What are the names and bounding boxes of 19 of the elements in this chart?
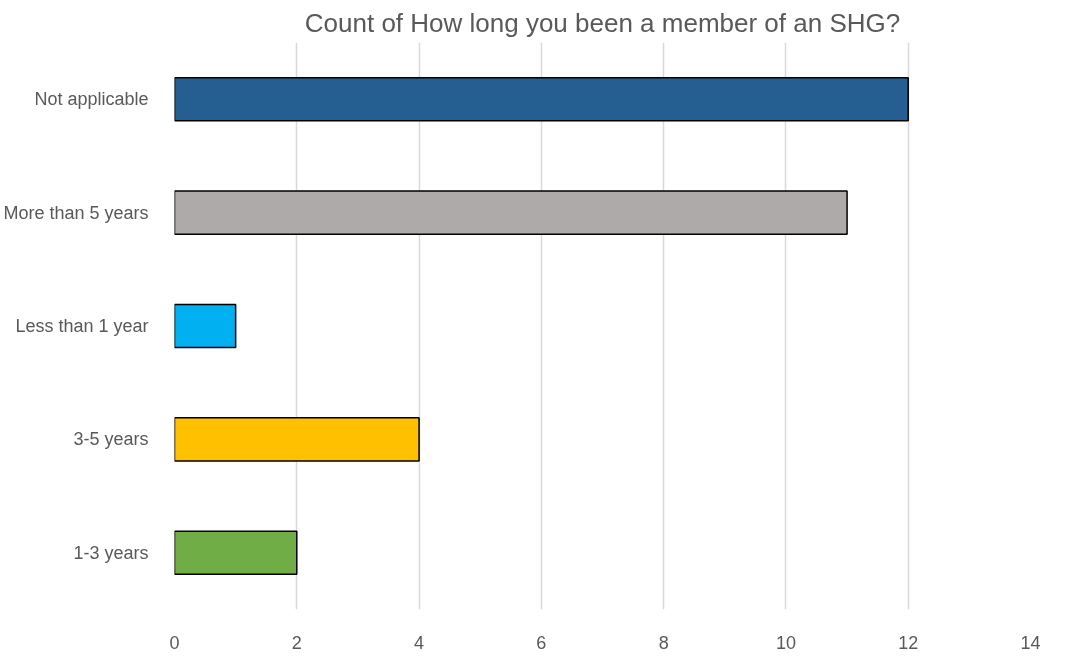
x-tick-label: 14 [1020,632,1041,653]
x-tick-label: 8 [658,632,669,653]
y-tick-label: 3-5 years [73,429,149,450]
x-tick-label: 2 [291,632,302,653]
x-tick-label: 6 [536,632,547,653]
y-tick-label: Not applicable [34,89,149,110]
x-tick-label: 12 [898,632,919,653]
y-tick-label: 1-3 years [73,542,149,563]
bar [174,530,298,576]
x-tick-label: 10 [775,632,796,653]
x-tick-label: 4 [414,632,425,653]
x-tick-label: 0 [169,632,180,653]
bar [174,76,909,122]
y-tick-label: More than 5 years [3,202,149,223]
bar [174,417,420,462]
y-tick-label: Less than 1 year [15,316,149,336]
bar [174,190,848,235]
bar [174,303,237,349]
chart-title: Count of How long you been a member of an SHG? [304,7,901,38]
